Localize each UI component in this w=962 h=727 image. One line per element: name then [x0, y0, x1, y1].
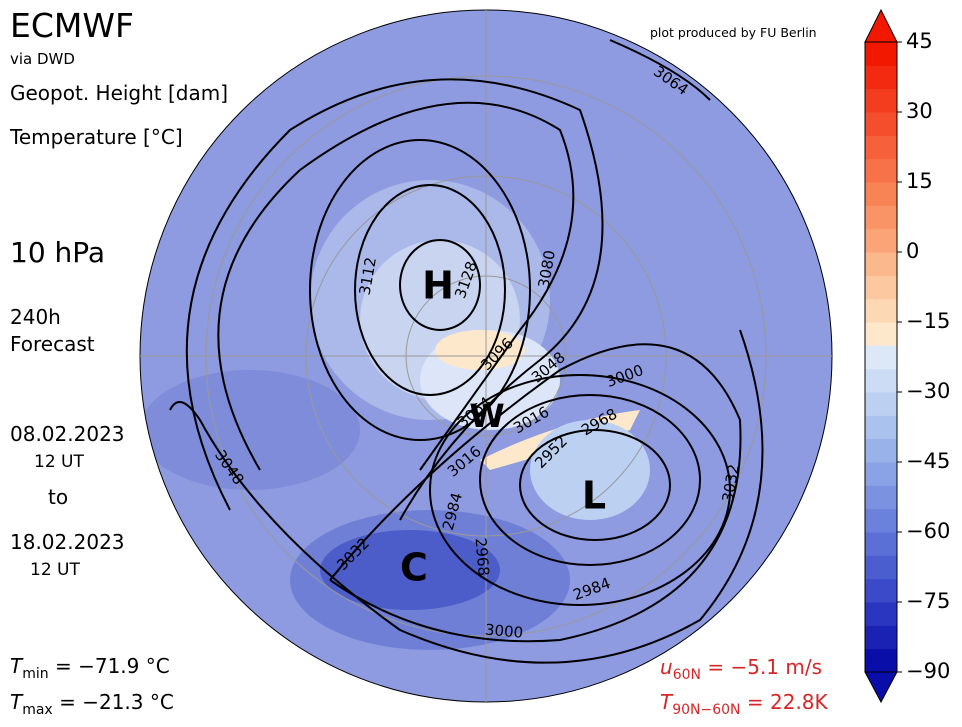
- colorbar-segment: [865, 158, 897, 183]
- colorbar-tick-label: 30: [906, 99, 933, 123]
- symbol: T: [10, 690, 23, 714]
- colorbar: 45 30 15 0 −15 −30 −45 −60 −75 −90: [864, 8, 950, 704]
- start-time: 12 UT: [34, 452, 84, 472]
- colorbar-segment: [865, 42, 897, 66]
- subscript: 60N: [672, 667, 701, 683]
- symbol: u: [660, 655, 673, 679]
- value: = −21.3 °C: [52, 690, 174, 714]
- tmin: Tmin = −71.9 °C: [10, 654, 170, 682]
- colorbar-segment: [865, 345, 897, 370]
- u60n: u60N = −5.1 m/s: [660, 655, 822, 683]
- colorbar-tick-label: 15: [906, 169, 933, 193]
- marker: L: [582, 474, 606, 518]
- tmax: Tmax = −21.3 °C: [10, 690, 174, 718]
- colorbar-segment: [865, 438, 897, 463]
- colorbar-tick-label: −30: [906, 379, 950, 403]
- value: = −5.1 m/s: [700, 655, 823, 679]
- title: ECMWF: [10, 6, 134, 45]
- colorbar-extend-top: [864, 8, 898, 43]
- colorbar-segment: [865, 625, 897, 650]
- value: = −71.9 °C: [48, 654, 170, 678]
- value: = 22.8K: [740, 690, 828, 714]
- end-time: 12 UT: [30, 560, 80, 580]
- contour-label: 3000: [484, 621, 524, 642]
- contour-label: 2968: [472, 537, 493, 577]
- colorbar-segment: [865, 508, 897, 533]
- colorbar-tick-label: −75: [906, 589, 950, 613]
- symbol: T: [10, 654, 23, 678]
- colorbar-tick-label: 0: [906, 239, 919, 263]
- start-date: 08.02.2023: [10, 422, 125, 446]
- colorbar-segment: [865, 392, 897, 416]
- to: to: [48, 485, 69, 509]
- graticule: [140, 10, 832, 702]
- source: via DWD: [10, 50, 75, 68]
- colorbar-segment: [865, 462, 897, 486]
- colorbar-segment: [865, 532, 897, 556]
- subscript: 90N−60N: [672, 702, 741, 718]
- marker: C: [400, 546, 428, 590]
- colorbar-segment: [865, 275, 897, 300]
- colorbar-segment: [865, 252, 897, 276]
- colorbar-tick-label: −60: [906, 519, 950, 543]
- colorbar-frame: [864, 41, 898, 673]
- colorbar-tick-label: −45: [906, 449, 950, 473]
- colorbar-segment: [865, 368, 897, 393]
- t-diff: T90N−60N = 22.8K: [660, 690, 828, 718]
- colorbar-segment: [865, 112, 897, 136]
- colorbar-segment: [865, 602, 897, 626]
- credit: plot produced by FU Berlin: [650, 25, 817, 40]
- colorbar-tick-label: −15: [906, 309, 950, 333]
- marker: W: [469, 397, 504, 435]
- colorbar-segment: [865, 415, 897, 440]
- level: 10 hPa: [10, 236, 106, 269]
- colorbar-tick-label: −90: [906, 659, 950, 683]
- colorbar-segment: [865, 648, 897, 673]
- marker: H: [422, 264, 454, 308]
- colorbar-segment: [865, 555, 897, 580]
- end-date: 18.02.2023: [10, 530, 125, 554]
- colorbar-segment: [865, 322, 897, 346]
- markers: H W L C: [400, 264, 606, 590]
- colorbar-segment: [865, 65, 897, 90]
- field: Geopot. Height [dam]: [10, 81, 229, 105]
- colorbar-segment: [865, 485, 897, 510]
- contours: [169, 39, 764, 664]
- colorbar-segment: [865, 298, 897, 323]
- colorbar-segment: [865, 205, 897, 230]
- colorbar-segment: [865, 182, 897, 206]
- field: Temperature [°C]: [10, 125, 183, 149]
- lead-label: Forecast: [10, 332, 95, 356]
- colorbar-segment: [865, 135, 897, 160]
- colorbar-segment: [865, 88, 897, 113]
- colorbar-extend-bottom: [864, 671, 898, 704]
- colorbar-segment: [865, 228, 897, 253]
- colorbar-segment: [865, 578, 897, 603]
- colorbar-tick-label: 45: [906, 29, 933, 53]
- subscript: min: [22, 666, 49, 682]
- symbol: T: [660, 690, 673, 714]
- subscript: max: [22, 702, 53, 718]
- lead-hours: 240h: [10, 305, 61, 329]
